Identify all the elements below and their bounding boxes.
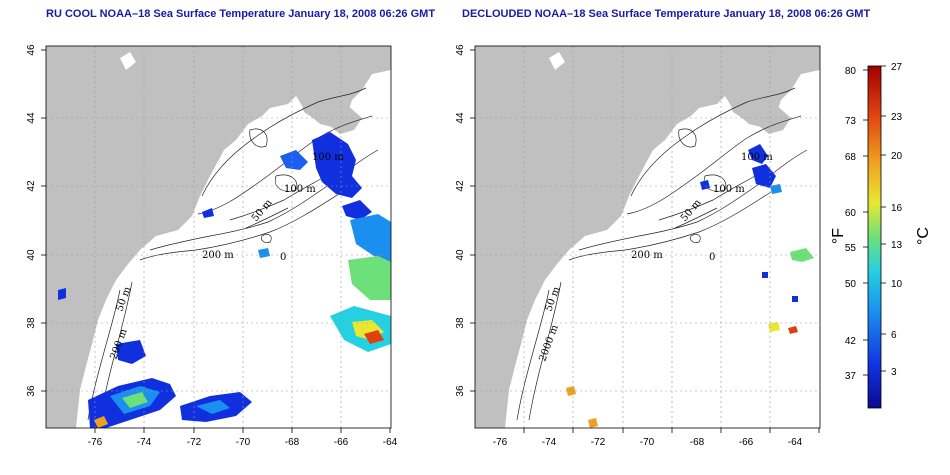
sst-patch — [748, 144, 768, 164]
map-frame — [474, 45, 821, 429]
celsius-tick-label: 10 — [891, 279, 903, 290]
y-tick-label: 46 — [26, 44, 37, 56]
fahrenheit-unit-label: °F — [830, 228, 847, 244]
celsius-tick-label: 3 — [891, 367, 897, 378]
fahrenheit-tick-label: 37 — [845, 371, 857, 382]
x-tick-label: -72 — [187, 437, 202, 448]
lake — [549, 52, 565, 70]
colorbar-gradient — [867, 65, 882, 409]
y-tick-label: 40 — [26, 249, 37, 261]
x-axis-labels: -76 -74 -72 -70 -68 -66 -64 — [88, 437, 398, 448]
sst-patch — [762, 272, 768, 278]
celsius-tick-label: 13 — [891, 240, 903, 251]
left-map-panel: 100 m 100 m 50 m 200 m 50 m 200 m 0 -76 … — [26, 44, 398, 448]
x-tick-label: -64 — [383, 437, 398, 448]
colorbar-ticks — [863, 65, 886, 376]
sst-patch — [122, 392, 148, 408]
right-panel-title: DECLOUDED NOAA–18 Sea Surface Temperatur… — [462, 8, 871, 20]
celsius-tick-label: 23 — [891, 112, 903, 123]
temperature-colorbar: 80 73 68 60 55 50 42 37 27 23 20 16 13 1… — [830, 62, 932, 409]
y-axis-labels: 46 44 42 40 38 36 — [26, 44, 37, 397]
y-tick-label: 36 — [26, 385, 37, 397]
sst-patch — [258, 248, 270, 258]
map-frame — [45, 45, 392, 429]
lake — [120, 52, 136, 70]
contour-label: 0 — [709, 252, 715, 263]
lat-lon-grid — [475, 46, 820, 428]
contour-label: 200 m — [631, 250, 663, 261]
sst-patch — [202, 208, 214, 218]
x-tick-label: -64 — [788, 437, 803, 448]
lat-lon-grid — [46, 46, 391, 428]
fahrenheit-tick-label: 80 — [845, 66, 857, 77]
fahrenheit-tick-label: 42 — [845, 336, 857, 347]
contour-label: 100 m — [741, 152, 773, 163]
x-tick-label: -74 — [137, 437, 152, 448]
contour-label: 200 m — [202, 250, 234, 261]
contour-label: 0 — [280, 252, 286, 263]
x-tick-marks — [41, 49, 391, 433]
land-mass — [46, 46, 391, 428]
x-tick-label: -76 — [493, 437, 508, 448]
contour-label: 100 m — [312, 152, 344, 163]
fahrenheit-tick-label: 50 — [845, 279, 857, 290]
bathymetry-contours — [87, 87, 379, 421]
y-tick-label: 44 — [26, 112, 37, 124]
y-tick-label: 40 — [455, 249, 466, 261]
celsius-tick-label: 20 — [891, 151, 903, 162]
x-tick-label: -66 — [334, 437, 349, 448]
celsius-tick-labels: 27 23 20 16 13 10 6 3 — [891, 62, 903, 378]
x-tick-label: -76 — [88, 437, 103, 448]
y-tick-label: 42 — [455, 180, 466, 192]
sst-patch — [58, 288, 66, 300]
sst-patch — [588, 418, 598, 428]
fahrenheit-tick-label: 55 — [845, 243, 857, 254]
sst-patch — [196, 400, 230, 414]
x-tick-label: -66 — [739, 437, 754, 448]
y-tick-label: 36 — [455, 385, 466, 397]
y-tick-label: 42 — [26, 180, 37, 192]
y-axis-labels: 46 44 42 40 38 36 — [455, 44, 466, 397]
sst-patch — [770, 184, 782, 194]
sst-patch — [312, 132, 362, 198]
sst-patch — [348, 256, 391, 300]
land-mass — [475, 46, 820, 428]
x-axis-labels: -76 -74 -72 -70 -68 -66 -64 — [493, 437, 803, 448]
left-panel-title: RU COOL NOAA–18 Sea Surface Temperature … — [46, 8, 436, 20]
y-tick-label: 46 — [455, 44, 466, 56]
sst-patch — [768, 322, 780, 332]
y-tick-label: 38 — [26, 317, 37, 329]
y-tick-label: 44 — [455, 112, 466, 124]
celsius-tick-label: 16 — [891, 203, 903, 214]
celsius-tick-label: 27 — [891, 62, 903, 73]
celsius-unit-label: °C — [915, 227, 932, 245]
fahrenheit-tick-label: 73 — [845, 116, 857, 127]
x-tick-label: -68 — [285, 437, 300, 448]
sst-patch — [280, 150, 308, 170]
sst-pixel-patches — [58, 132, 391, 428]
sst-patch — [364, 330, 384, 344]
celsius-tick-label: 6 — [891, 330, 897, 341]
sst-patch — [792, 296, 798, 302]
fahrenheit-tick-labels: 80 73 68 60 55 50 42 37 — [845, 66, 857, 382]
fahrenheit-tick-label: 68 — [845, 152, 857, 163]
sst-patch — [342, 200, 372, 220]
y-tick-label: 38 — [455, 317, 466, 329]
sst-patch — [700, 180, 710, 190]
sst-patch — [788, 326, 798, 334]
sst-patch — [94, 416, 108, 428]
contour-label: 100 m — [713, 184, 745, 195]
x-tick-marks — [470, 49, 820, 433]
x-tick-label: -70 — [236, 437, 251, 448]
x-tick-label: -68 — [690, 437, 705, 448]
x-tick-label: -70 — [640, 437, 655, 448]
sst-patch — [116, 340, 146, 364]
contour-label: 100 m — [284, 184, 316, 195]
x-tick-label: -74 — [542, 437, 557, 448]
x-tick-label: -72 — [591, 437, 606, 448]
sst-patch — [350, 214, 391, 262]
right-map-panel: 100 m 100 m 50 m 200 m 50 m 2000 m 0 -76… — [455, 44, 821, 448]
fahrenheit-tick-label: 60 — [845, 208, 857, 219]
